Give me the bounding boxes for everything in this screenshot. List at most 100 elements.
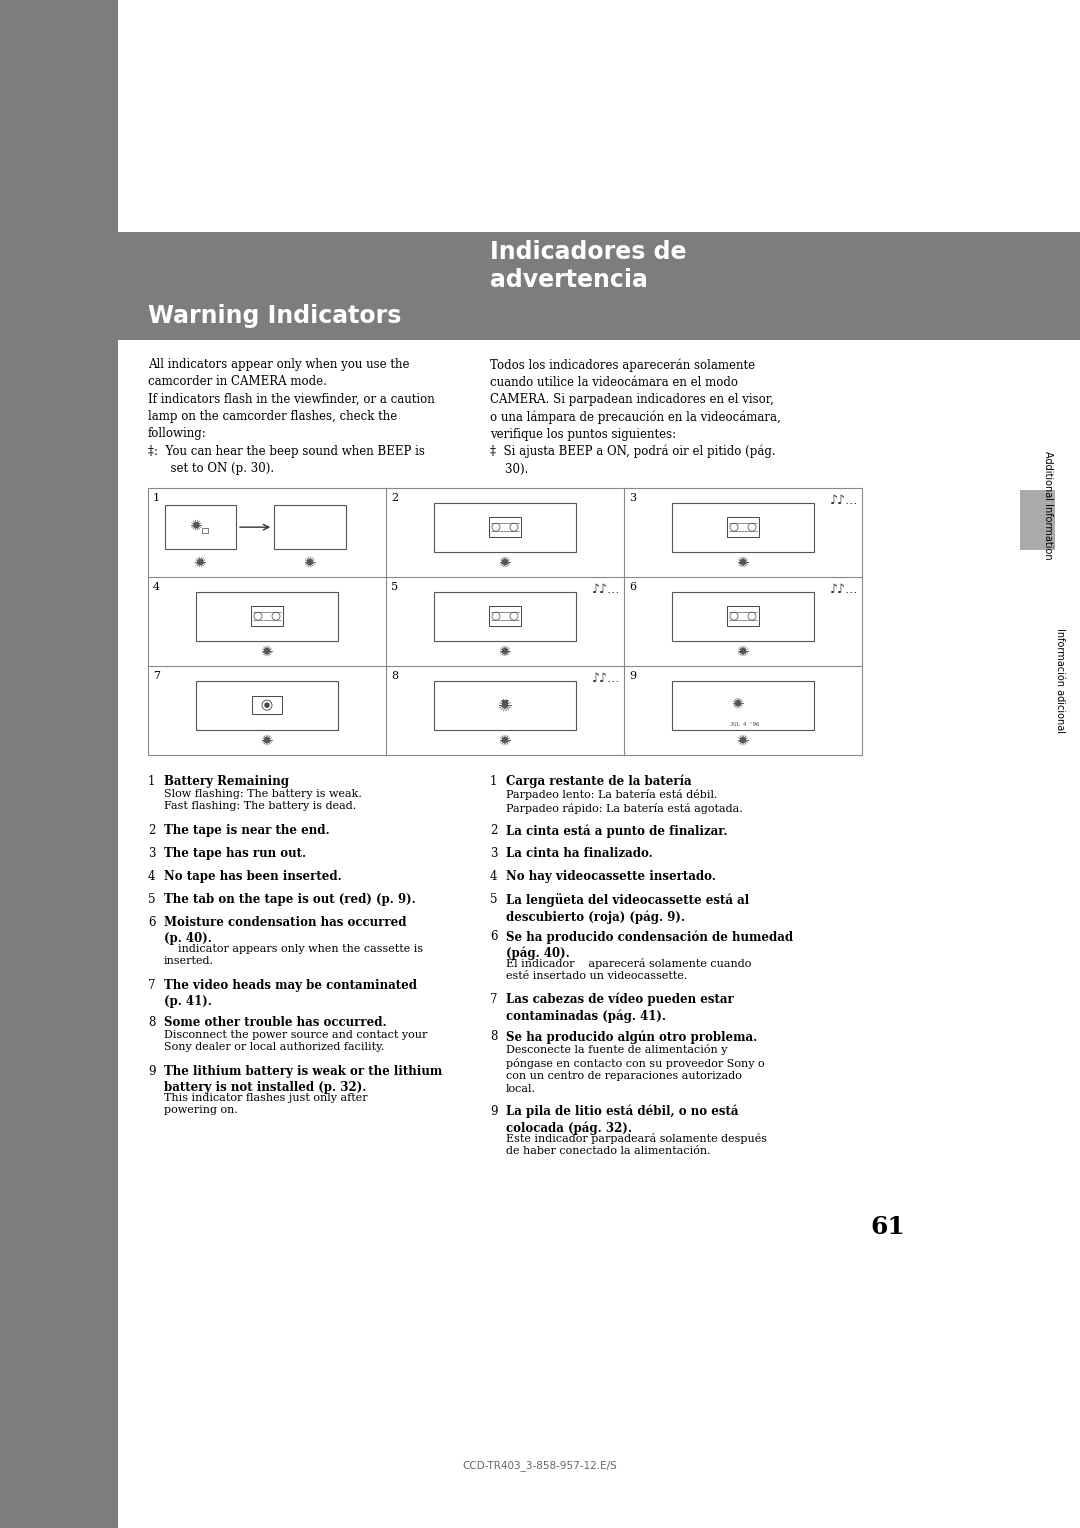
Bar (672, 680, 814, 730)
Circle shape (194, 523, 199, 527)
Circle shape (741, 738, 745, 743)
Text: La cinta ha finalizado.: La cinta ha finalizado. (507, 847, 652, 860)
Text: 9: 9 (629, 671, 636, 681)
Text: Slow flashing: The battery is weak.
Fast flashing: The battery is dead.: Slow flashing: The battery is weak. Fast… (164, 788, 362, 811)
Text: ♪♪…: ♪♪… (829, 584, 858, 596)
Circle shape (502, 738, 508, 743)
Bar (148, 487, 862, 755)
Text: The tape is near the end.: The tape is near the end. (164, 824, 329, 837)
Bar (672, 503, 814, 552)
Text: 4: 4 (148, 869, 156, 883)
Text: 9: 9 (148, 1065, 156, 1077)
Text: 3: 3 (148, 847, 156, 860)
Circle shape (198, 559, 203, 564)
Text: ‡:  You can hear the beep sound when BEEP is
      set to ON (p. 30).: ‡: You can hear the beep sound when BEEP… (148, 445, 424, 475)
Text: Se ha producido condensación de humedad
(pág. 40).: Se ha producido condensación de humedad … (507, 931, 793, 960)
Text: ♪♪…: ♪♪… (829, 494, 858, 507)
Text: Moisture condensation has occurred
(p. 40).: Moisture condensation has occurred (p. 4… (164, 915, 406, 944)
Bar (252, 697, 282, 714)
Text: indicator appears only when the cassette is
inserted.: indicator appears only when the cassette… (164, 944, 423, 966)
Bar (195, 680, 338, 730)
Circle shape (265, 738, 270, 743)
Text: The tape has run out.: The tape has run out. (164, 847, 306, 860)
Text: 8: 8 (490, 1030, 498, 1044)
Text: Additional Information: Additional Information (1043, 451, 1053, 559)
Text: 7: 7 (153, 671, 160, 681)
Text: 8: 8 (148, 1016, 156, 1028)
Text: La cinta está a punto de finalizar.: La cinta está a punto de finalizar. (507, 824, 728, 837)
Text: All indicators appear only when you use the
camcorder in CAMERA mode.
If indicat: All indicators appear only when you use … (148, 358, 435, 440)
Text: 1: 1 (490, 775, 498, 788)
Text: 6: 6 (629, 582, 636, 591)
Text: This indicator flashes just only after
powering on.: This indicator flashes just only after p… (164, 1093, 367, 1115)
Bar (489, 516, 521, 538)
Text: ♪♪…: ♪♪… (592, 584, 620, 596)
Text: El indicador    aparecerá solamente cuando
esté insertado un videocassette.: El indicador aparecerá solamente cuando … (507, 958, 752, 981)
Text: 5: 5 (490, 892, 498, 906)
Text: 7: 7 (490, 993, 498, 1005)
Text: 1: 1 (148, 775, 156, 788)
Circle shape (502, 648, 508, 654)
Bar (433, 591, 577, 640)
Text: La lengüeta del videocassette está al
descubierto (roja) (pág. 9).: La lengüeta del videocassette está al de… (507, 892, 750, 923)
Text: The video heads may be contaminated
(p. 41).: The video heads may be contaminated (p. … (164, 979, 417, 1008)
Text: 8: 8 (391, 671, 399, 681)
Text: JUL 4 '96: JUL 4 '96 (730, 721, 759, 727)
Bar (274, 506, 346, 549)
Bar (0, 0, 118, 1528)
Bar (727, 516, 759, 538)
Circle shape (741, 648, 745, 654)
Circle shape (735, 701, 741, 706)
Text: Disconnect the power source and contact your
Sony dealer or local authorized fac: Disconnect the power source and contact … (164, 1030, 428, 1053)
Bar (433, 503, 577, 552)
Text: Todos los indicadores aparecerán solamente
cuando utilice la videocámara en el m: Todos los indicadores aparecerán solamen… (490, 358, 781, 442)
Text: Parpadeo lento: La batería está débil.
Parpadeo rápido: La batería está agotada.: Parpadeo lento: La batería está débil. P… (507, 788, 743, 814)
Text: The lithium battery is weak or the lithium
battery is not installed (p. 32).: The lithium battery is weak or the lithi… (164, 1065, 442, 1094)
Bar (251, 607, 283, 626)
Text: No tape has been inserted.: No tape has been inserted. (164, 869, 341, 883)
Circle shape (741, 559, 745, 564)
Text: 3: 3 (490, 847, 498, 860)
Text: Este indicador parpadeará solamente después
de haber conectado la alimentación.: Este indicador parpadeará solamente desp… (507, 1132, 767, 1157)
Text: ‡  Si ajusta BEEP a ON, podrá oir el pitido (pág.
    30).: ‡ Si ajusta BEEP a ON, podrá oir el piti… (490, 445, 775, 475)
Text: The tab on the tape is out (red) (p. 9).: The tab on the tape is out (red) (p. 9). (164, 892, 416, 906)
Bar (164, 506, 237, 549)
Circle shape (265, 703, 269, 707)
Bar (195, 591, 338, 640)
Text: 3: 3 (629, 494, 636, 503)
Bar (202, 529, 208, 533)
Text: Se ha producido algún otro problema.: Se ha producido algún otro problema. (507, 1030, 757, 1044)
Bar (118, 232, 1080, 341)
Text: ♪♪…: ♪♪… (592, 672, 620, 685)
Circle shape (308, 559, 312, 564)
Text: Carga restante de la batería: Carga restante de la batería (507, 775, 691, 788)
Text: 5: 5 (148, 892, 156, 906)
Text: 7: 7 (148, 979, 156, 992)
Text: 5: 5 (391, 582, 399, 591)
Text: 9: 9 (490, 1105, 498, 1118)
Bar (1020, 490, 1055, 550)
Text: Some other trouble has occurred.: Some other trouble has occurred. (164, 1016, 387, 1028)
Text: Las cabezas de vídeo pueden estar
contaminadas (pág. 41).: Las cabezas de vídeo pueden estar contam… (507, 993, 733, 1024)
Text: Desconecte la fuente de alimentación y
póngase en contacto con su proveedor Sony: Desconecte la fuente de alimentación y p… (507, 1044, 765, 1094)
Bar (727, 607, 759, 626)
Text: 2: 2 (148, 824, 156, 837)
Text: 2: 2 (490, 824, 498, 837)
Text: 6: 6 (148, 915, 156, 929)
Circle shape (502, 559, 508, 564)
Text: 2: 2 (391, 494, 399, 503)
Text: Battery Remaining: Battery Remaining (164, 775, 289, 788)
Circle shape (502, 703, 508, 707)
Text: Información adicional: Información adicional (1055, 628, 1065, 732)
Text: La pila de litio está débil, o no está
colocada (pág. 32).: La pila de litio está débil, o no está c… (507, 1105, 739, 1135)
Text: 4: 4 (153, 582, 160, 591)
Text: Warning Indicators: Warning Indicators (148, 304, 402, 329)
Text: 6: 6 (490, 931, 498, 943)
Circle shape (265, 648, 270, 654)
Text: CCD-TR403_3-858-957-12.E/S: CCD-TR403_3-858-957-12.E/S (462, 1459, 618, 1471)
Bar (489, 607, 521, 626)
Text: 61: 61 (870, 1215, 905, 1239)
Text: No hay videocassette insertado.: No hay videocassette insertado. (507, 869, 716, 883)
Bar (502, 700, 508, 704)
Text: Indicadores de
advertencia: Indicadores de advertencia (490, 240, 687, 292)
